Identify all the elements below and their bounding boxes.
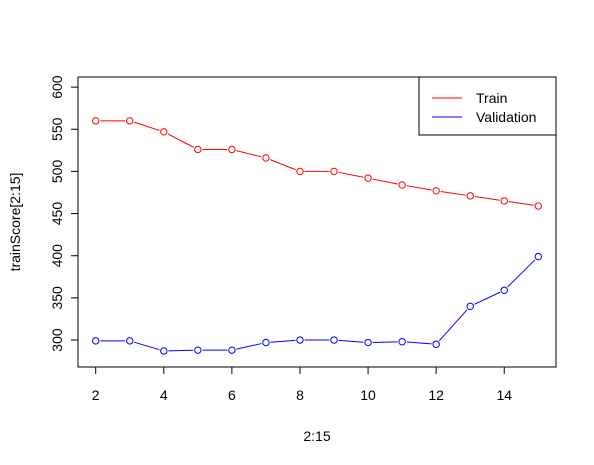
series-segment [474, 196, 500, 201]
y-tick-label: 300 [49, 328, 65, 352]
series-segment [438, 309, 468, 342]
data-point [92, 337, 100, 345]
x-tick-label: 6 [228, 387, 236, 403]
series-segment [440, 190, 466, 196]
series-segment [236, 150, 262, 158]
x-tick-label: 14 [496, 387, 512, 403]
x-tick-label: 4 [160, 387, 168, 403]
data-point [500, 197, 508, 205]
data-point [398, 338, 406, 346]
data-point [466, 302, 474, 311]
data-point [228, 346, 236, 354]
data-point [432, 340, 440, 348]
series-segment [406, 185, 432, 191]
series-segment [133, 121, 160, 131]
x-tick-label: 10 [360, 387, 376, 403]
series-segment [372, 341, 398, 343]
y-tick-label: 600 [49, 75, 65, 99]
data-point [534, 202, 542, 210]
data-point [296, 167, 304, 176]
x-tick-label: 2 [92, 387, 100, 403]
x-tick-label: 8 [296, 387, 304, 403]
series-segment [270, 159, 296, 171]
y-tick-label: 400 [49, 244, 65, 268]
series-validation [92, 252, 542, 355]
series-segment [270, 339, 296, 343]
data-point [296, 336, 304, 344]
data-point [398, 181, 406, 189]
data-point [466, 192, 474, 200]
series-segment [236, 343, 262, 350]
series-segment [168, 349, 194, 352]
legend-box [418, 76, 557, 136]
series-segment [406, 341, 432, 345]
data-point [364, 338, 372, 347]
series-segment [338, 339, 364, 343]
legend-label: Validation [476, 109, 536, 125]
x-axis-title: 2:15 [303, 428, 330, 444]
data-point [262, 338, 270, 347]
data-point [228, 145, 236, 154]
data-point [330, 167, 338, 176]
series-layer [92, 117, 542, 355]
data-point [330, 336, 338, 344]
series-train [92, 117, 542, 210]
data-point [500, 286, 508, 294]
y-tick-label: 450 [49, 202, 65, 226]
series-segment [167, 133, 194, 148]
legend: Train Validation [418, 76, 557, 136]
legend-label: Train [476, 90, 507, 106]
series-segment [474, 291, 501, 305]
plot-frame [77, 76, 557, 368]
series-segment [134, 341, 160, 351]
data-point [262, 154, 270, 162]
data-point [364, 174, 372, 182]
series-segment [372, 178, 398, 185]
y-tick-label: 350 [49, 286, 65, 310]
data-point [160, 347, 168, 355]
series-segment [508, 201, 534, 206]
y-tick-label: 500 [49, 160, 65, 184]
y-axis-title: trainScore[2:15] [7, 173, 23, 272]
data-point [194, 145, 202, 154]
data-point [126, 337, 134, 345]
axes: 2 4 6 8 10 12 14 300 350 400 450 500 550 600 [49, 75, 512, 403]
data-point [92, 117, 100, 125]
series-segment [507, 259, 536, 288]
x-tick-label: 12 [428, 387, 444, 403]
data-point [534, 252, 542, 261]
data-point [432, 187, 440, 195]
y-tick-label: 550 [49, 117, 65, 141]
data-point [194, 346, 202, 354]
series-segment [338, 171, 364, 178]
data-point [160, 128, 168, 136]
data-point [126, 117, 134, 125]
